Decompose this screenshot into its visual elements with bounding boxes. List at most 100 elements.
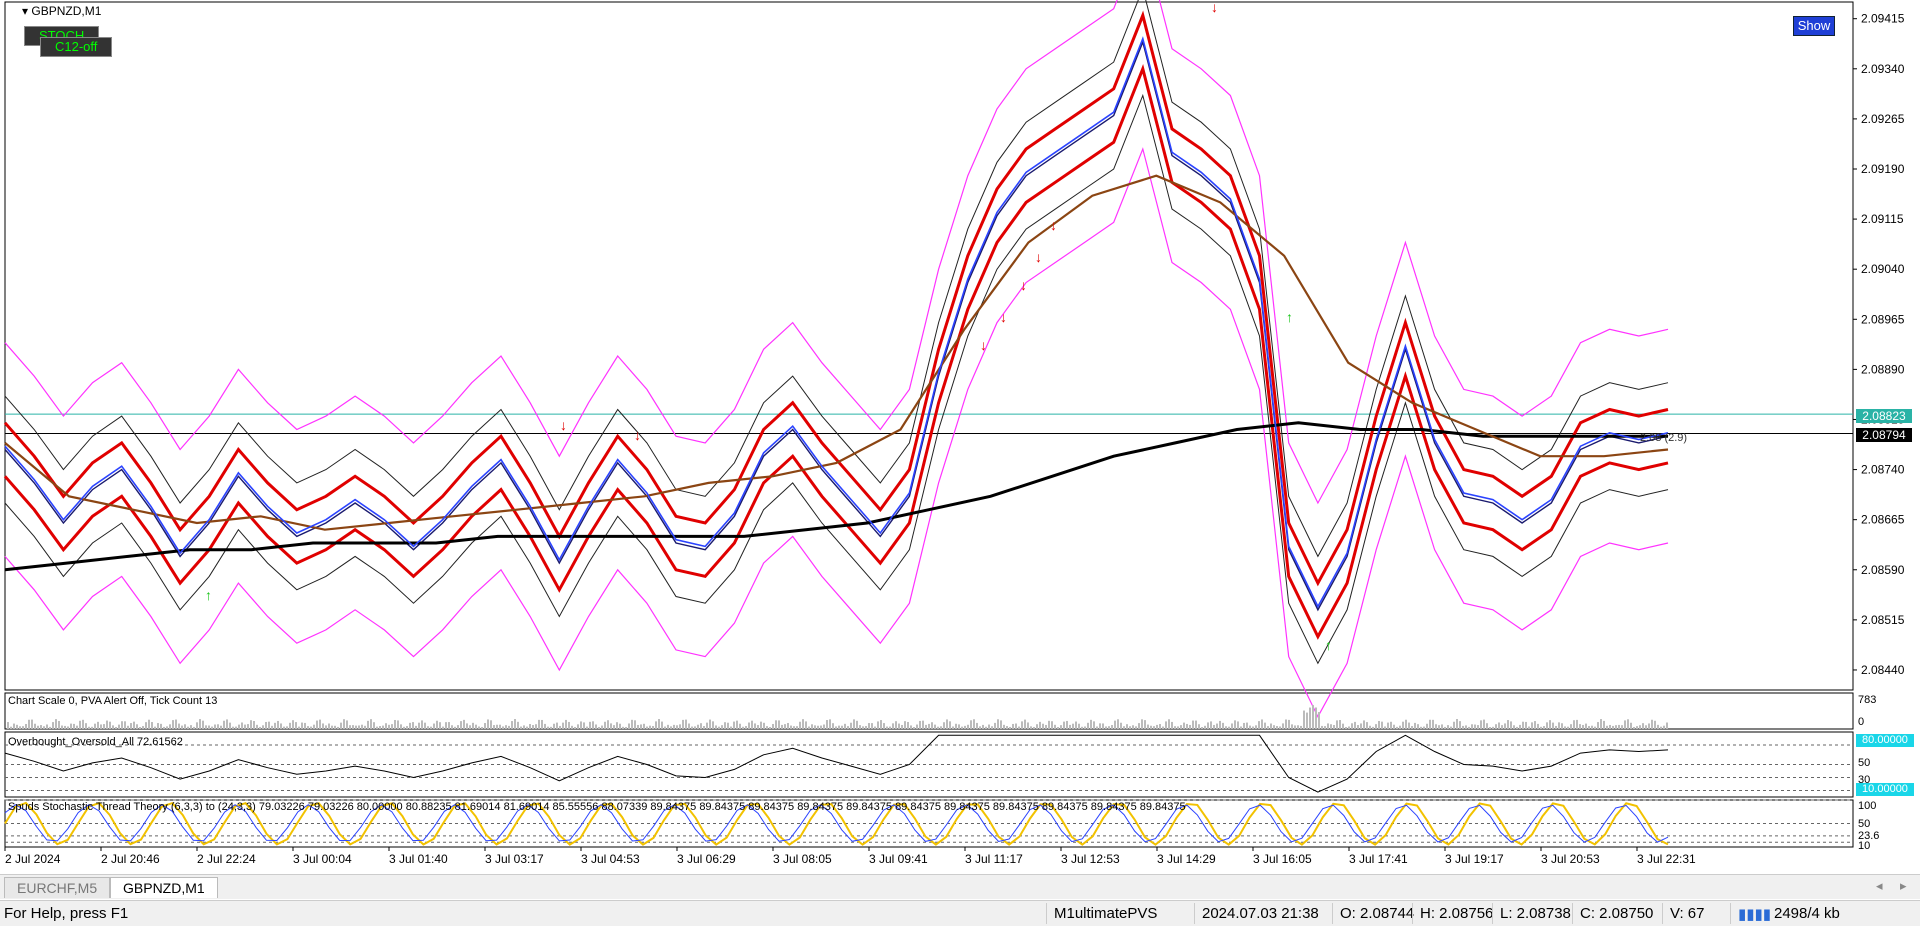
volume-bar [973, 719, 975, 729]
volume-bar [1093, 721, 1095, 729]
volume-bar [748, 722, 750, 729]
status-bar: For Help, press F1 M1ultimatePVS 2024.07… [0, 900, 1920, 926]
volume-bar [316, 720, 318, 729]
collapse-arrow-icon[interactable]: ▾ [22, 4, 29, 18]
volume-bar [166, 726, 168, 729]
chart-area[interactable]: ↓ ↓ ↓ ↑ ↑ ↑ ↓ ↓ ↓ ↓ ↓ 2.09415 2.09340 2.09265 2.09190… [0, 0, 1920, 865]
x-tick-label: 3 Jul 04:53 [581, 852, 640, 865]
obos-pane-label: Overbought_Oversold_All 72.61562 [8, 736, 183, 748]
volume-bar [910, 725, 912, 729]
volume-bar [1636, 726, 1638, 729]
volume-bar [1237, 721, 1239, 729]
volume-bar [730, 726, 732, 729]
volume-bar [349, 725, 351, 729]
volume-bar [457, 725, 459, 729]
volume-bar [781, 724, 783, 729]
volume-bar [187, 726, 189, 729]
volume-bar [1222, 722, 1224, 729]
volume-bar [1330, 724, 1332, 729]
x-tick-label: 3 Jul 19:17 [1445, 852, 1504, 865]
volume-bar [976, 722, 978, 729]
volume-bar [943, 722, 945, 729]
volume-bar [448, 722, 450, 729]
volume-bar [1366, 722, 1368, 729]
volume-bar [433, 723, 435, 729]
volume-bar [415, 725, 417, 729]
volume-bar [1369, 725, 1371, 729]
volume-bar [1204, 725, 1206, 729]
volume-bar [1522, 721, 1524, 729]
volume-bar [1570, 724, 1572, 729]
volume-bar [193, 726, 195, 729]
volume-bar [115, 726, 117, 729]
volume-bar [1519, 724, 1521, 729]
volume-bar [1048, 720, 1050, 729]
volume-bar [184, 724, 186, 729]
volume-bar [1414, 722, 1416, 729]
volume-bar [691, 726, 693, 729]
volume-bar [1039, 721, 1041, 729]
volume-bar [619, 723, 621, 729]
signal-arrow-icon: ↑ [1286, 309, 1293, 325]
volume-bar [1651, 719, 1653, 729]
volume-bar [1477, 725, 1479, 729]
volume-bar [1027, 722, 1029, 729]
volume-bar [211, 726, 213, 729]
volume-bar [1561, 723, 1563, 729]
status-profile: M1ultimatePVS [1054, 905, 1158, 922]
volume-bar [244, 724, 246, 729]
chart-canvas[interactable]: ↓ ↓ ↓ ↑ ↑ ↑ ↓ ↓ ↓ ↓ ↓ 2.09415 2.09340 2.09265 2.09190… [0, 0, 1920, 865]
volume-bar [274, 722, 276, 729]
volume-bar [1042, 723, 1044, 729]
volume-bar [1297, 725, 1299, 729]
volume-bar [154, 726, 156, 729]
volume-bar [1072, 723, 1074, 729]
price-tag-upper: 2.08823 [1856, 409, 1912, 423]
volume-bar [1177, 726, 1179, 729]
volume-bar [409, 722, 411, 729]
volume-bar [439, 722, 441, 729]
c12-off-button[interactable]: C12-off [40, 37, 113, 57]
volume-bar [322, 723, 324, 729]
price-tag-current: 2.08794 [1856, 428, 1912, 442]
volume-bar [550, 726, 552, 729]
volume-bar [1351, 723, 1353, 729]
volume-bar [367, 720, 369, 729]
volume-bar [1171, 721, 1173, 729]
volume-bar [886, 726, 888, 729]
volume-bar [391, 724, 393, 729]
volume-bar [1360, 723, 1362, 729]
volume-bar [1384, 726, 1386, 729]
volume-bar [1639, 725, 1641, 729]
volume-bar [1198, 724, 1200, 729]
volume-bar [703, 726, 705, 729]
tab-eurchf-m5[interactable]: EURCHF,M5 [4, 877, 111, 898]
volume-bar [139, 726, 141, 729]
volume-bar [445, 722, 447, 729]
volume-bar [904, 721, 906, 729]
volume-bar [340, 722, 342, 729]
volume-bar [220, 725, 222, 729]
volume-bar [43, 726, 45, 729]
volume-bar [1060, 725, 1062, 729]
volume-bar [1099, 723, 1101, 729]
volume-bar [469, 725, 471, 729]
volume-bar [1462, 725, 1464, 729]
stoch-signal-line [4, 804, 1669, 843]
volume-bar [427, 726, 429, 729]
volume-bar [109, 721, 111, 729]
tab-gbpnzd-m1[interactable]: GBPNZD,M1 [110, 877, 218, 898]
volume-bar [361, 724, 363, 729]
volume-bar [223, 720, 225, 729]
scroll-left-icon[interactable]: ◂ [1876, 878, 1883, 893]
volume-bar [67, 726, 69, 729]
volume-bar [1168, 719, 1170, 729]
volume-bar [1624, 720, 1626, 729]
volume-bar [442, 726, 444, 729]
volume-bar [484, 723, 486, 729]
show-button[interactable]: Show [1793, 16, 1835, 36]
volume-bar [289, 722, 291, 729]
volume-bar [847, 726, 849, 729]
scroll-right-icon[interactable]: ▸ [1900, 878, 1907, 893]
volume-bar [574, 726, 576, 729]
